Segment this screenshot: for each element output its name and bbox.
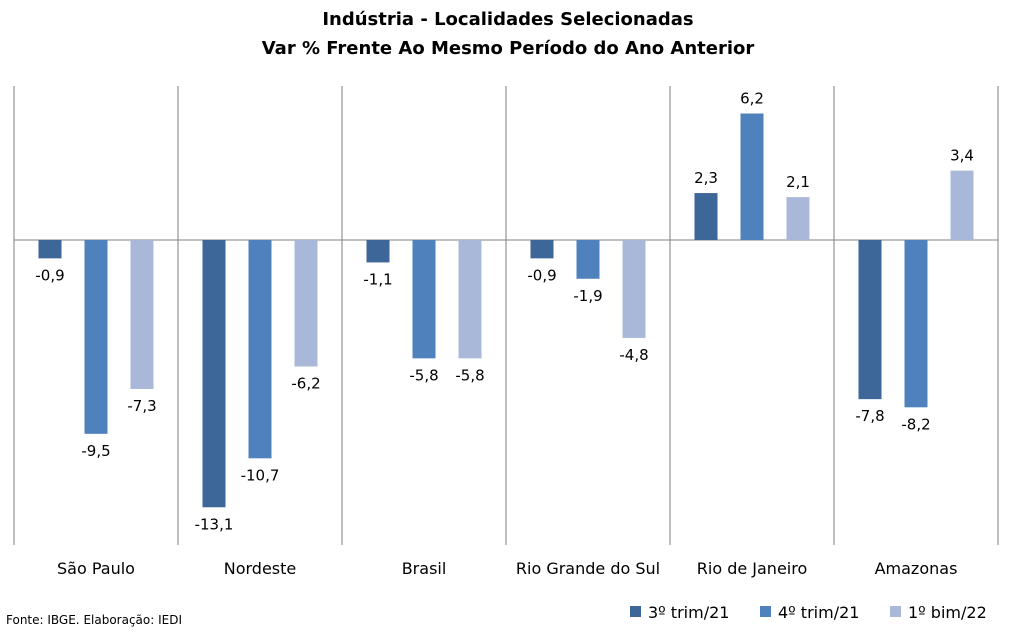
data-label: -5,8 <box>409 366 438 384</box>
data-label: -6,2 <box>291 375 320 393</box>
legend-label: 3º trim/21 <box>648 603 729 622</box>
data-label: -10,7 <box>241 466 280 484</box>
bar <box>622 240 646 338</box>
bar <box>458 240 482 359</box>
bar <box>84 240 108 434</box>
data-label: -7,8 <box>855 407 884 425</box>
data-label: 6,2 <box>740 89 764 107</box>
plot-area: -0,9 -9,5 -7,3 São Paulo -13,1 -10,7 -6,2 Norde… <box>13 86 999 578</box>
data-label: 3,4 <box>950 147 974 165</box>
bar <box>530 240 554 259</box>
legend: 3º trim/21 4º trim/21 1º bim/22 <box>630 603 987 622</box>
data-label: -0,9 <box>35 266 64 284</box>
data-label: -1,9 <box>573 287 602 305</box>
bar <box>904 240 928 408</box>
chart-title: Indústria - Localidades Selecionadas <box>322 9 693 30</box>
bar <box>130 240 154 389</box>
data-label: -13,1 <box>195 515 234 533</box>
bar <box>202 240 226 508</box>
data-label: -0,9 <box>527 266 556 284</box>
legend-label: 4º trim/21 <box>778 603 859 622</box>
legend-swatch <box>630 606 641 617</box>
data-label: -9,5 <box>81 442 110 460</box>
data-label: -7,3 <box>127 397 156 415</box>
bar <box>248 240 272 459</box>
bar <box>38 240 62 259</box>
bar <box>950 170 974 240</box>
bar <box>412 240 436 359</box>
data-label: -8,2 <box>901 415 930 433</box>
data-label: -4,8 <box>619 346 648 364</box>
data-label: -1,1 <box>363 270 392 288</box>
category-label: Rio de Janeiro <box>697 559 808 578</box>
legend-label: 1º bim/22 <box>908 603 987 622</box>
bar <box>694 193 718 240</box>
category-label: São Paulo <box>57 559 135 578</box>
category-label: Rio Grande do Sul <box>516 559 660 578</box>
data-label: 2,1 <box>786 173 810 191</box>
bar <box>576 240 600 279</box>
category-label: Amazonas <box>875 559 958 578</box>
bar <box>294 240 318 367</box>
data-label: 2,3 <box>694 169 718 187</box>
data-label: -5,8 <box>455 366 484 384</box>
bar <box>858 240 882 400</box>
category-label: Brasil <box>402 559 447 578</box>
bar <box>786 197 810 240</box>
source-note: Fonte: IBGE. Elaboração: IEDI <box>6 613 182 627</box>
bar <box>740 113 764 240</box>
chart-subtitle: Var % Frente Ao Mesmo Período do Ano Ant… <box>262 38 755 59</box>
legend-swatch <box>760 606 771 617</box>
category-label: Nordeste <box>224 559 297 578</box>
bar <box>366 240 390 263</box>
legend-swatch <box>890 606 901 617</box>
